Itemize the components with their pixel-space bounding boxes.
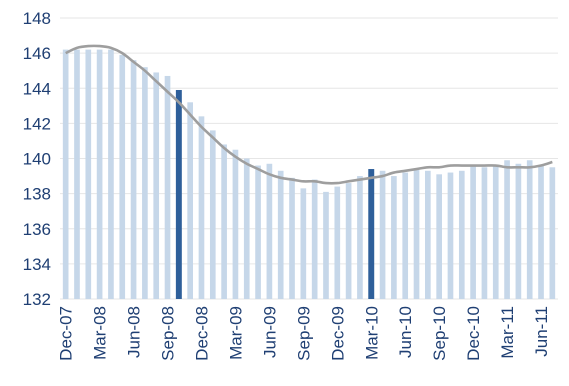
bar: [119, 54, 126, 299]
y-tick-label: 138: [23, 185, 51, 204]
bar: [277, 170, 284, 299]
bar: [153, 72, 160, 299]
bar: [198, 116, 205, 299]
bar: [526, 160, 533, 299]
bar: [413, 169, 420, 299]
y-tick-label: 136: [23, 220, 51, 239]
y-tick-label: 148: [23, 9, 51, 28]
bar: [311, 179, 318, 299]
bar: [504, 160, 510, 299]
x-tick-label: Mar-08: [91, 306, 110, 360]
y-tick-label: 132: [23, 290, 51, 309]
trend-line: [65, 44, 553, 185]
bar: [289, 177, 295, 299]
bar: [447, 172, 454, 299]
bar: [232, 149, 239, 299]
bar: [515, 163, 522, 299]
x-tick-label: Jun-08: [125, 306, 144, 358]
x-tick-label: Jun-11: [532, 306, 551, 357]
bar: [391, 176, 397, 299]
x-tick-label: Dec-09: [328, 306, 347, 361]
x-tick-label: Sep-09: [294, 306, 313, 361]
bar-highlight: [175, 90, 182, 299]
bar: [96, 49, 103, 299]
x-tick-label: Dec-10: [464, 306, 483, 361]
bar: [130, 60, 137, 300]
bar: [221, 144, 227, 299]
y-tick-label: 144: [23, 79, 51, 98]
y-tick-label: 142: [23, 114, 51, 133]
bar: [187, 102, 193, 299]
bar: [549, 167, 556, 299]
x-tick-label: Dec-07: [57, 306, 76, 361]
x-tick-label: Mar-11: [498, 306, 517, 359]
bar: [62, 49, 69, 299]
bar: [458, 170, 465, 299]
y-tick-label: 134: [23, 255, 51, 274]
bar: [379, 170, 386, 299]
y-axis: 132 134 136 138 140 142 144 146 148: [23, 9, 51, 309]
y-tick-label: 140: [23, 150, 51, 169]
bars: [62, 49, 556, 300]
x-tick-label: Sep-10: [430, 306, 449, 361]
bar: [74, 49, 80, 299]
bar: [402, 172, 409, 299]
x-axis: Dec-07 Mar-08 Jun-08 Sep-08 Dec-08 Mar-09 Jun-…: [57, 306, 551, 361]
bar: [481, 167, 488, 299]
y-tick-label: 146: [23, 44, 51, 63]
bar-highlight: [368, 169, 375, 299]
bar: [323, 191, 329, 299]
bar: [492, 165, 499, 299]
x-tick-label: Mar-09: [226, 306, 245, 360]
x-tick-label: Mar-10: [362, 306, 381, 360]
bar: [266, 163, 273, 299]
bar: [209, 130, 216, 299]
bar: [300, 188, 307, 299]
bar: [436, 174, 442, 299]
bar: [85, 49, 92, 299]
bar: [470, 165, 476, 299]
bar: [334, 186, 341, 299]
bar: [538, 165, 544, 299]
bar: [164, 75, 171, 299]
x-tick-label: Dec-08: [192, 306, 211, 361]
bar: [425, 170, 431, 299]
bar: [255, 165, 261, 299]
x-tick-label: Jun-09: [260, 306, 279, 358]
bar: [142, 67, 148, 299]
bar: [108, 49, 114, 299]
bar: [357, 176, 363, 299]
bar: [243, 158, 250, 299]
x-tick-label: Jun-10: [396, 306, 415, 358]
x-tick-label: Sep-08: [159, 306, 178, 361]
bar: [345, 183, 352, 299]
